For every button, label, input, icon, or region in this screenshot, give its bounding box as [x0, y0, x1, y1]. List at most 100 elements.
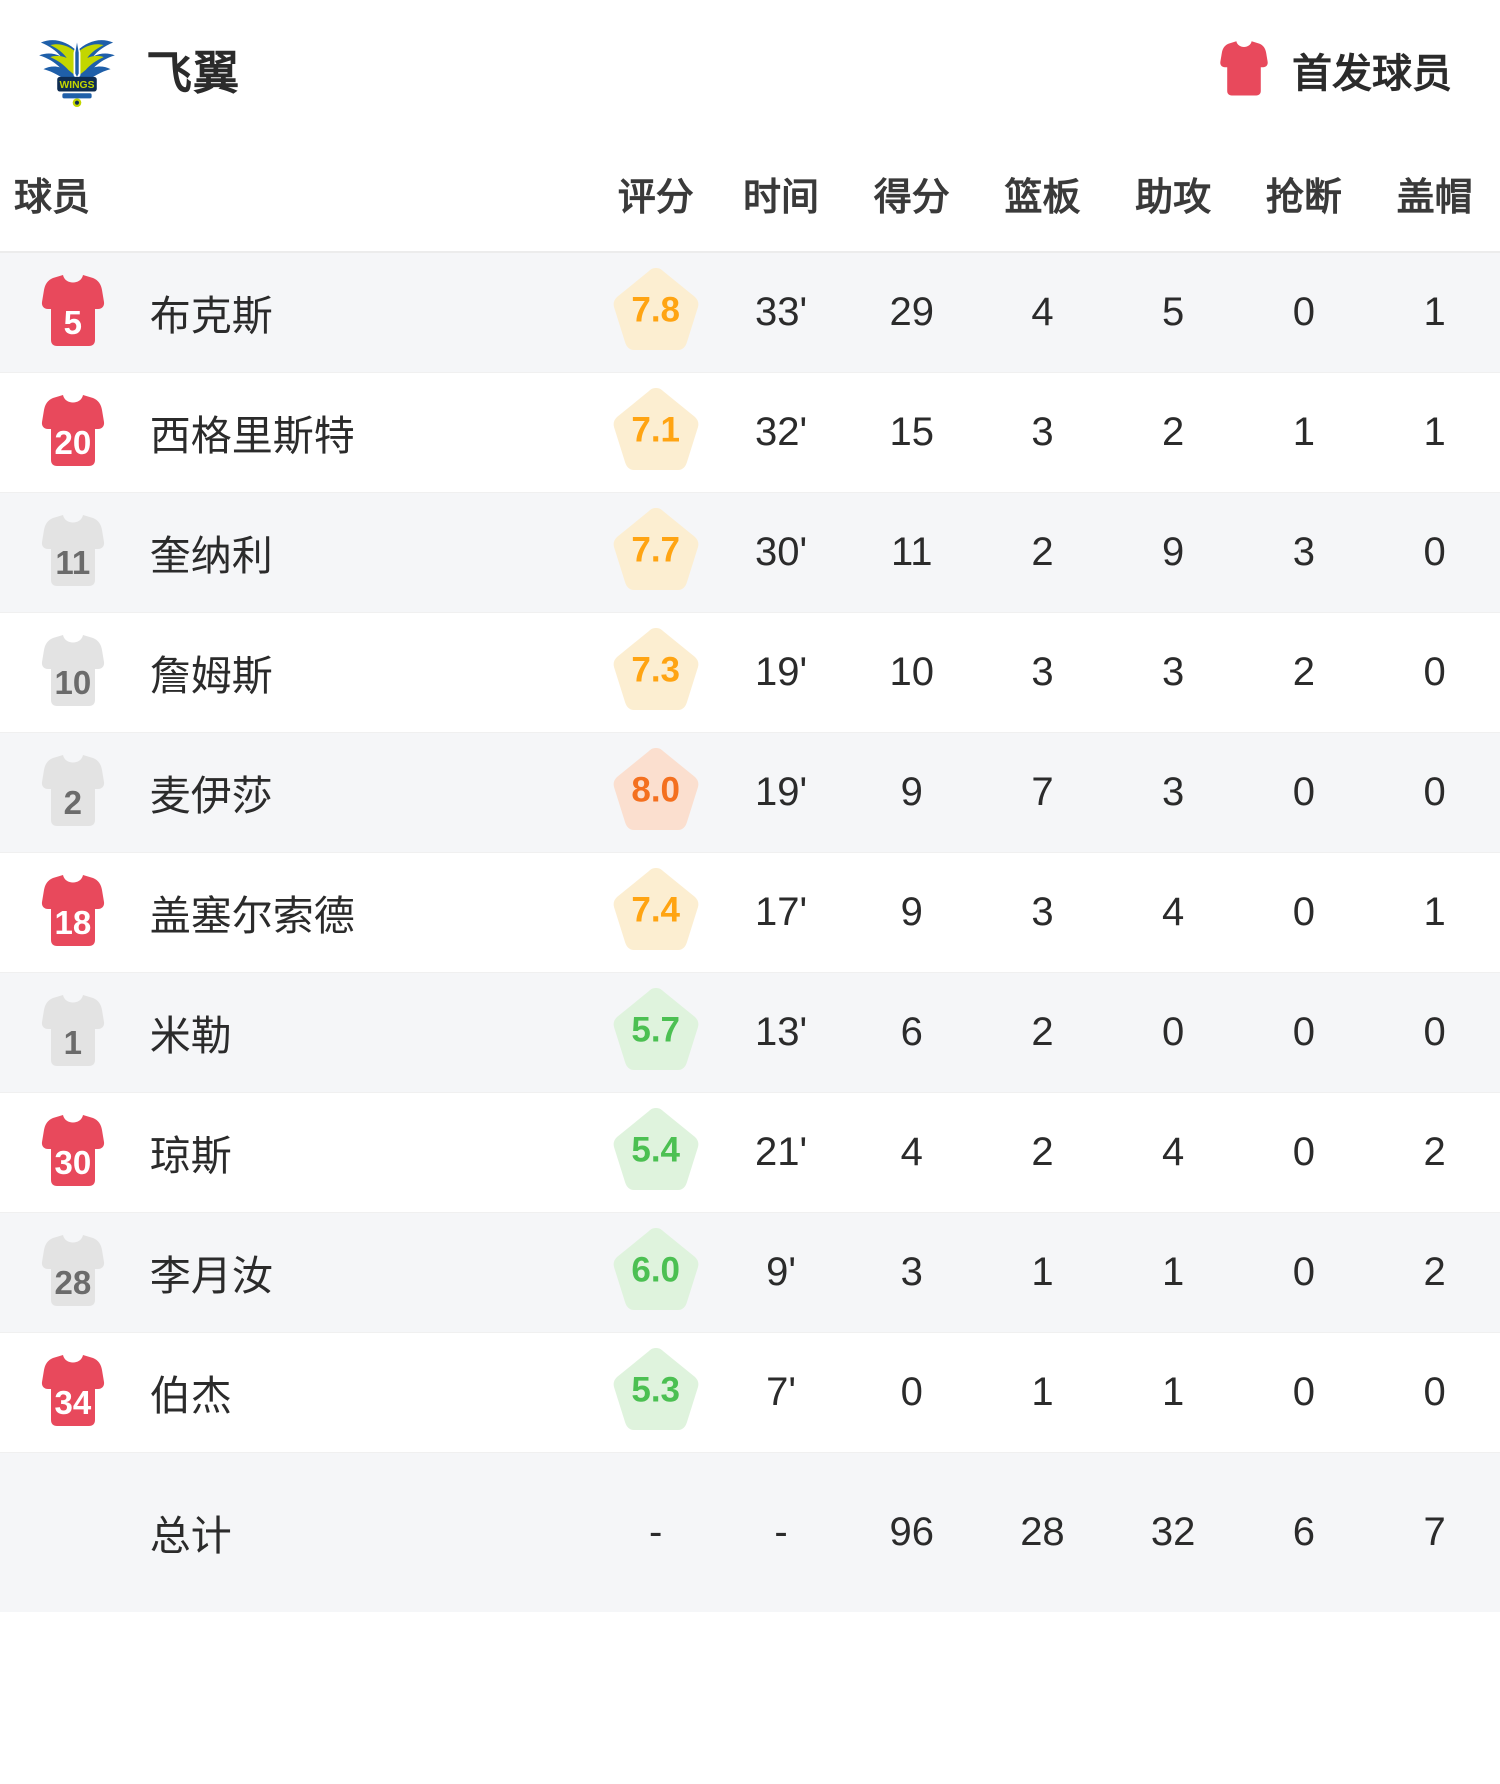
- player-minutes: 33': [754, 289, 808, 334]
- jersey-icon: 2: [40, 752, 106, 828]
- player-name[interactable]: 伯杰: [149, 1373, 232, 1419]
- logo-wordmark: WINGS: [60, 80, 95, 91]
- jersey-number: 28: [54, 1263, 92, 1301]
- rating-badge: 8.0: [610, 746, 702, 834]
- player-name[interactable]: 詹姆斯: [149, 653, 273, 699]
- totals-assists: 32: [1150, 1509, 1196, 1554]
- player-minutes: 21': [754, 1129, 808, 1174]
- player-rating-cell: 6.0: [596, 1212, 716, 1332]
- player-jersey-cell: 20: [0, 372, 146, 492]
- starter-legend-label: 首发球员: [1292, 52, 1452, 96]
- totals-steals: 6: [1292, 1509, 1315, 1554]
- table-row[interactable]: 2 麦伊莎 8.0 19' 9 7 3 0 0: [0, 732, 1500, 852]
- player-points: 9: [900, 769, 923, 814]
- player-minutes: 19': [754, 769, 808, 814]
- rating-badge: 6.0: [610, 1226, 702, 1314]
- rating-value: 5.4: [631, 1130, 681, 1169]
- table-row[interactable]: 34 伯杰 5.3 7' 0 1 1 0 0: [0, 1332, 1500, 1452]
- player-name[interactable]: 西格里斯特: [149, 413, 355, 459]
- rating-badge: 7.3: [610, 626, 702, 714]
- jersey-icon: 11: [40, 512, 106, 588]
- jersey-number: 1: [63, 1023, 83, 1061]
- starter-legend: 首发球员: [1218, 39, 1466, 102]
- totals-jersey-spacer: [0, 1452, 146, 1612]
- player-blocks: 1: [1423, 289, 1446, 334]
- wings-team-logo-icon: WINGS: [34, 27, 120, 113]
- player-rebounds: 7: [1031, 769, 1054, 814]
- player-rating-cell: 7.8: [596, 252, 716, 372]
- player-name[interactable]: 盖塞尔索德: [149, 893, 355, 939]
- player-steals: 0: [1292, 1369, 1315, 1414]
- player-blocks: 0: [1423, 1009, 1446, 1054]
- rating-value: 7.3: [631, 650, 681, 689]
- player-name[interactable]: 布克斯: [149, 293, 273, 340]
- player-jersey-cell: 1: [0, 972, 146, 1092]
- table-row[interactable]: 20 西格里斯特 7.1 32' 15 3 2 1 1: [0, 372, 1500, 492]
- table-row[interactable]: 18 盖塞尔索德 7.4 17' 9 3 4 0 1: [0, 852, 1500, 972]
- table-row[interactable]: 11 奎纳利 7.7 30' 11 2 9 3 0: [0, 492, 1500, 612]
- player-jersey-cell: 34: [0, 1332, 146, 1452]
- team-name: 飞翼: [146, 47, 240, 99]
- player-blocks: 0: [1423, 1369, 1446, 1414]
- player-minutes: 32': [754, 409, 808, 454]
- player-rating-cell: 8.0: [596, 732, 716, 852]
- table-row[interactable]: 28 李月汝 6.0 9' 3 1 1 0 2: [0, 1212, 1500, 1332]
- jersey-icon: 20: [40, 392, 106, 468]
- player-blocks: 0: [1423, 769, 1446, 814]
- player-name[interactable]: 琼斯: [149, 1133, 232, 1179]
- totals-label: 总计: [149, 1513, 232, 1560]
- player-steals: 0: [1292, 289, 1315, 334]
- column-header-rebounds: 篮板: [977, 140, 1108, 253]
- player-blocks: 2: [1423, 1129, 1446, 1174]
- totals-time: -: [774, 1509, 788, 1554]
- table-row[interactable]: 5 布克斯 7.8 33' 29 4 5 0 1: [0, 252, 1500, 372]
- box-score-table: 球员 评分 时间 得分 篮板 助攻 抢断 盖帽 5 布克斯 7.8 33' 2 9 4 5 0 1…: [0, 140, 1500, 1612]
- player-assists: 5: [1162, 289, 1185, 334]
- player-assists: 4: [1162, 1129, 1185, 1174]
- player-jersey-cell: 11: [0, 492, 146, 612]
- rating-badge: 7.4: [610, 866, 702, 954]
- player-points: 11: [890, 529, 933, 574]
- table-row[interactable]: 1 米勒 5.7 13' 6 2 0 0 0: [0, 972, 1500, 1092]
- jersey-number: 10: [54, 663, 92, 701]
- player-jersey-cell: 5: [0, 252, 146, 372]
- player-name[interactable]: 米勒: [149, 1013, 232, 1059]
- player-name[interactable]: 李月汝: [149, 1253, 273, 1299]
- table-header-row: 球员 评分 时间 得分 篮板 助攻 抢断 盖帽: [0, 140, 1500, 253]
- team-identity[interactable]: WINGS 飞翼: [34, 27, 240, 113]
- player-steals: 2: [1292, 649, 1315, 694]
- player-minutes: 9': [766, 1249, 796, 1294]
- player-jersey-cell: 2: [0, 732, 146, 852]
- column-header-points: 得分: [846, 140, 978, 253]
- player-rebounds: 1: [1031, 1369, 1054, 1414]
- player-blocks: 1: [1423, 409, 1446, 454]
- jersey-number: 18: [54, 903, 92, 941]
- jersey-icon: 30: [40, 1112, 106, 1188]
- jersey-icon: 10: [40, 632, 106, 708]
- table-row[interactable]: 10 詹姆斯 7.3 19' 10 3 3 2 0: [0, 612, 1500, 732]
- player-rating-cell: 7.1: [596, 372, 716, 492]
- player-name[interactable]: 奎纳利: [149, 533, 273, 579]
- rating-value: 7.4: [631, 890, 681, 929]
- team-header: WINGS 飞翼 首发球员: [0, 0, 1500, 140]
- rating-value: 8.0: [631, 770, 681, 809]
- player-name[interactable]: 麦伊莎: [149, 773, 273, 819]
- player-rating-cell: 7.7: [596, 492, 716, 612]
- rating-value: 6.0: [631, 1250, 681, 1289]
- totals-rating: -: [649, 1509, 663, 1554]
- table-body: 5 布克斯 7.8 33' 29 4 5 0 1 20 西格里斯特 7.1 32' 15 3 2 1 1 11 奎纳利…: [0, 252, 1500, 1612]
- rating-badge: 7.8: [610, 266, 702, 354]
- player-steals: 0: [1292, 1249, 1315, 1294]
- rating-badge: 5.4: [610, 1106, 702, 1194]
- player-rating-cell: 5.7: [596, 972, 716, 1092]
- player-points: 10: [889, 649, 934, 694]
- table-row[interactable]: 30 琼斯 5.4 21' 4 2 4 0 2: [0, 1092, 1500, 1212]
- player-steals: 3: [1292, 529, 1315, 574]
- player-rebounds: 2: [1031, 1009, 1054, 1054]
- jersey-number: 5: [63, 303, 83, 341]
- player-blocks: 1: [1423, 889, 1446, 934]
- jersey-number: 2: [63, 783, 83, 821]
- totals-blocks: 7: [1423, 1509, 1446, 1554]
- player-minutes: 30': [754, 529, 808, 574]
- rating-value: 7.7: [631, 530, 681, 569]
